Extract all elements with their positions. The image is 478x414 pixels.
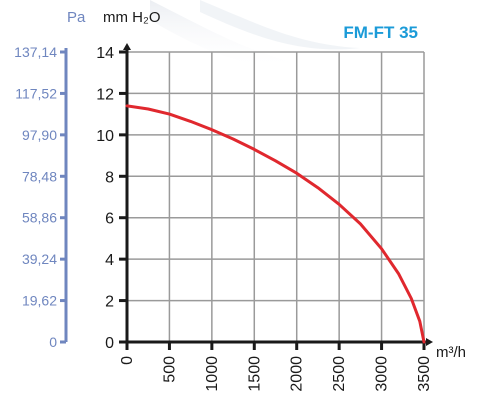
y-axis-arrow-icon [123, 43, 131, 50]
pa-tick-label: 19,62 [22, 293, 57, 309]
x-tick-label: 3500 [416, 356, 433, 392]
x-axis-arrow-icon [426, 338, 433, 346]
x-tick-label: 500 [161, 356, 178, 383]
pa-tick-label: 58,86 [22, 210, 57, 226]
y-tick-label: 2 [105, 294, 114, 311]
y-tick-label: 12 [96, 86, 114, 103]
axes: 0 19,62 39,24 58,86 78,48 97,90 117,52 137,14 0 2… [14, 43, 433, 392]
x-tick-label: 2500 [331, 356, 348, 392]
pa-tick-label: 117,52 [15, 85, 57, 101]
labels: FM-FT 35 Pa mm H₂O m³/h [67, 9, 466, 361]
pa-tick-label: 0 [49, 334, 57, 350]
x-tick-label: 0 [119, 356, 136, 365]
x-tick-label: 2000 [289, 356, 306, 392]
pa-tick-label: 97,90 [22, 127, 57, 143]
pa-axis-unit: Pa [67, 9, 86, 26]
pa-tick-label: 78,48 [22, 168, 57, 184]
pa-tick-label: 137,14 [14, 44, 57, 60]
x-tick-label: 1500 [246, 356, 263, 392]
pa-tick-label: 39,24 [22, 251, 57, 267]
grid [127, 51, 425, 342]
y-tick-label: 10 [96, 128, 114, 145]
mmh2o-axis-unit: mm H₂O [103, 9, 160, 26]
background-decoration [150, 0, 330, 71]
series [125, 104, 426, 344]
y-tick-label: 0 [105, 335, 114, 352]
y-tick-label: 4 [105, 252, 114, 269]
x-tick-label: 3000 [374, 356, 391, 392]
x-tick-label: 1000 [204, 356, 221, 392]
chart-title: FM-FT 35 [343, 23, 418, 42]
x-axis-label: m³/h [436, 344, 466, 361]
background-decoration [200, 0, 360, 50]
fan-curve-series-line [125, 104, 426, 344]
y-tick-label: 6 [105, 211, 114, 228]
y-tick-label: 8 [105, 169, 114, 186]
y-tick-label: 14 [96, 45, 114, 62]
